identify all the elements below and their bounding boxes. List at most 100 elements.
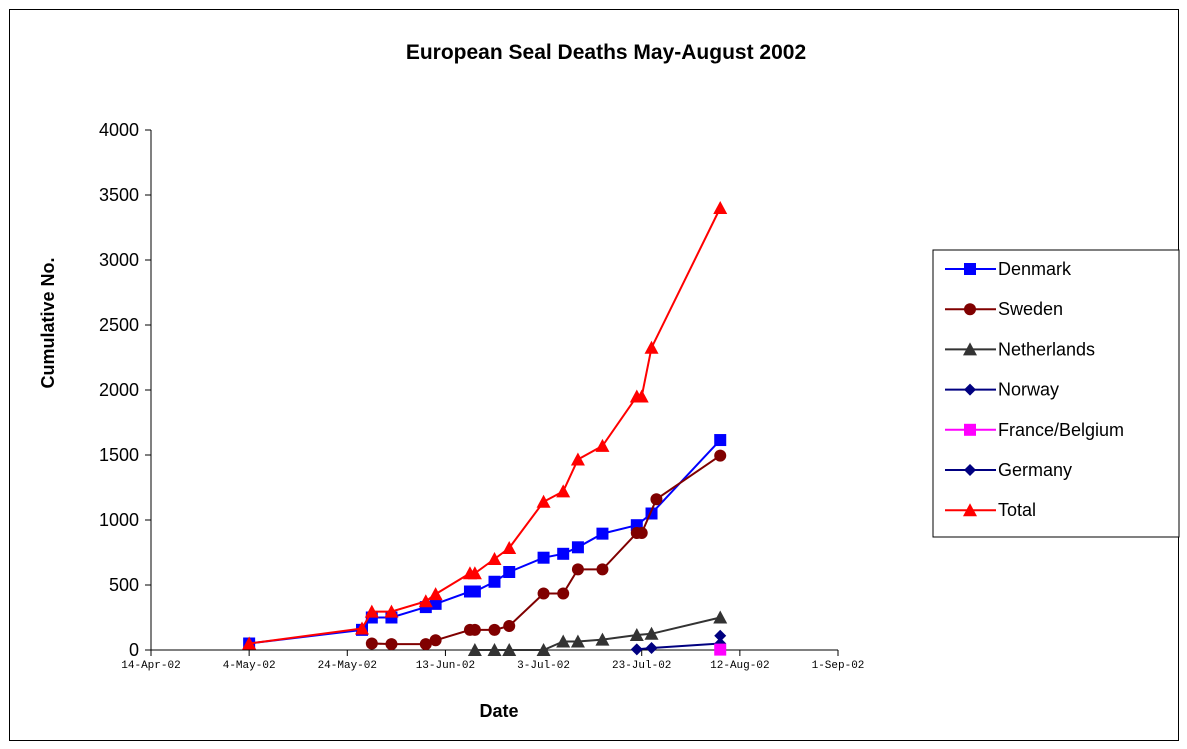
data-point-total (713, 201, 728, 214)
legend-marker-total (963, 503, 977, 517)
data-point-total (556, 484, 571, 498)
series-line-total (248, 207, 722, 645)
legend-marker-norway (964, 383, 976, 396)
data-point-netherlands (595, 632, 610, 646)
legend-marker-netherlands (963, 342, 977, 356)
data-point-netherlands (467, 643, 482, 656)
chart-svg: European Seal Deaths May-August 2002 Cum… (38, 41, 1180, 721)
data-point-germany (714, 629, 727, 642)
series-total (242, 201, 728, 650)
data-point-total (355, 621, 370, 635)
data-point-netherlands (629, 628, 644, 642)
data-point-sweden (488, 623, 501, 636)
y-tick-label: 500 (109, 575, 139, 595)
data-point-sweden (365, 637, 378, 650)
data-point-total (467, 566, 482, 580)
legend-item-sweden: Sweden (945, 299, 1063, 319)
legend-marker-germany (964, 464, 976, 476)
x-axis-title: Date (479, 701, 518, 721)
data-point-norway (645, 642, 658, 655)
data-point-sweden (419, 638, 432, 651)
legend-box (932, 249, 1180, 538)
chart-title: European Seal Deaths May-August 2002 (406, 41, 806, 64)
data-point-sweden (537, 587, 550, 600)
data-point-total (644, 340, 659, 354)
legend-label: France/Belgium (998, 420, 1124, 440)
data-point-sweden (557, 587, 570, 600)
data-point-sweden (635, 527, 648, 539)
legend-label: Norway (998, 380, 1059, 400)
data-point-denmark (488, 575, 501, 588)
data-point-total (418, 594, 433, 608)
data-point-netherlands (570, 634, 585, 648)
data-point-netherlands (644, 626, 659, 640)
data-point-sweden (714, 449, 727, 462)
legend: Denmark Sweden Netherlands Norway France/Bel… (932, 249, 1180, 538)
x-tick-label: 14-Apr-02 (121, 660, 180, 672)
data-point-total (242, 636, 257, 650)
data-point-sweden (650, 493, 663, 506)
x-tick-label: 23-Jul-02 (612, 660, 671, 672)
data-point-denmark (557, 547, 570, 560)
legend-label: Netherlands (998, 339, 1095, 359)
legend-marker-sweden (964, 303, 976, 316)
legend-item-germany: Germany (945, 460, 1072, 480)
x-tick-label: 12-Aug-02 (710, 660, 769, 672)
data-point-denmark (596, 527, 609, 540)
legend-item-france-belgium: France/Belgium (945, 420, 1124, 440)
data-point-sweden (596, 563, 609, 576)
y-tick-label: 3500 (99, 185, 139, 205)
series-germany (714, 629, 727, 642)
y-tick-label: 1500 (99, 445, 139, 465)
data-point-sweden (429, 634, 442, 647)
legend-marker-france-belgium (964, 423, 976, 436)
y-axis-title: Cumulative No. (38, 257, 58, 388)
series-line-netherlands (474, 616, 721, 651)
y-tick-label: 4000 (99, 120, 139, 140)
data-point-sweden (503, 619, 516, 632)
legend-item-norway: Norway (945, 380, 1059, 400)
data-point-france-belgium (714, 643, 727, 656)
series-line-denmark (248, 439, 721, 645)
legend-label: Denmark (998, 259, 1072, 279)
x-tick-label: 24-May-02 (318, 660, 377, 672)
data-point-netherlands (487, 643, 502, 656)
y-tick-label: 1000 (99, 510, 139, 530)
x-tick-label: 13-Jun-02 (416, 660, 475, 672)
data-point-denmark (468, 585, 481, 598)
data-point-total (570, 452, 585, 466)
data-point-total (364, 604, 379, 618)
data-point-total (634, 389, 649, 403)
x-tick-label: 3-Jul-02 (517, 660, 570, 672)
y-tick-label: 3000 (99, 250, 139, 270)
data-point-denmark (571, 541, 584, 554)
data-point-sweden (571, 563, 584, 576)
data-point-total (487, 552, 502, 565)
x-tick-label: 1-Sep-02 (812, 660, 865, 672)
legend-label: Sweden (998, 299, 1063, 319)
data-point-netherlands (536, 643, 551, 656)
data-point-total (595, 438, 610, 452)
data-point-total (384, 604, 399, 618)
series-netherlands (467, 610, 728, 656)
legend-label: Total (998, 500, 1036, 520)
data-point-netherlands (502, 643, 517, 656)
legend-item-total: Total (945, 500, 1036, 520)
data-point-netherlands (713, 610, 728, 624)
legend-marker-denmark (964, 263, 976, 275)
chart-frame: European Seal Deaths May-August 2002 Cum… (9, 9, 1180, 741)
series-sweden (365, 449, 727, 651)
y-tick-label: 2000 (99, 380, 139, 400)
data-point-denmark (537, 551, 550, 564)
legend-item-netherlands: Netherlands (945, 339, 1095, 359)
data-point-sweden (468, 623, 481, 636)
data-point-total (536, 494, 551, 508)
x-tick-label: 4-May-02 (223, 660, 276, 672)
data-point-netherlands (556, 634, 571, 648)
data-point-denmark (429, 597, 442, 610)
data-point-total (502, 540, 517, 554)
legend-label: Germany (998, 460, 1072, 480)
data-point-total (428, 587, 443, 601)
y-tick-label: 2500 (99, 315, 139, 335)
data-point-sweden (385, 638, 398, 651)
